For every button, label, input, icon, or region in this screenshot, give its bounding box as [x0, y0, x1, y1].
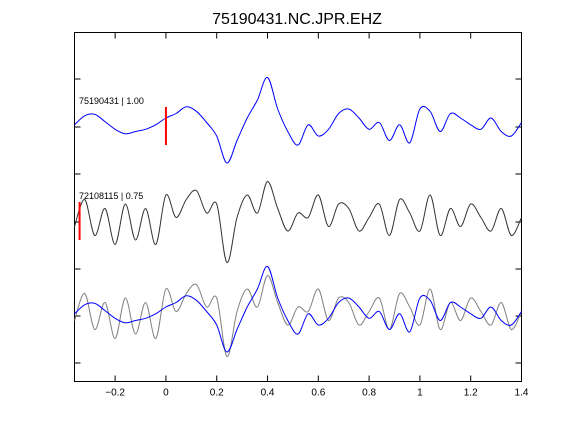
trace-label-2: 72108115 | 0.75 [79, 191, 143, 201]
chart-title: 75190431.NC.JPR.EHZ [212, 11, 382, 28]
x-tick-label: −0.2 [105, 388, 125, 399]
x-tick-label: 0.6 [311, 388, 325, 399]
waveform-trace-3 [74, 266, 522, 353]
waveform-trace-1 [74, 77, 522, 164]
trace-group-2: 72108115 | 0.75 [74, 180, 522, 264]
x-axis: −0.2 0 0.2 0.4 0.6 0.8 1 1.2 1.4 [105, 32, 529, 399]
waveform-trace-2 [74, 180, 522, 264]
trace-group-3 [74, 266, 522, 358]
trace-label-1: 75190431 | 1.00 [79, 96, 144, 106]
traces: 75190431 | 1.00 72108115 | 0.75 [74, 77, 522, 358]
x-tick-label: 0.4 [261, 388, 275, 399]
trace-group-1: 75190431 | 1.00 [74, 77, 522, 164]
x-tick-label: 1 [417, 388, 423, 399]
plot-frame [74, 32, 522, 382]
overlay-neighbor-trace [74, 274, 522, 358]
x-tick-label: 1.2 [464, 388, 478, 399]
x-tick-label: 0.8 [362, 388, 376, 399]
x-tick-label: 1.4 [515, 388, 529, 399]
x-tick-label: 0.2 [210, 388, 224, 399]
x-tick-label: 0 [163, 388, 169, 399]
